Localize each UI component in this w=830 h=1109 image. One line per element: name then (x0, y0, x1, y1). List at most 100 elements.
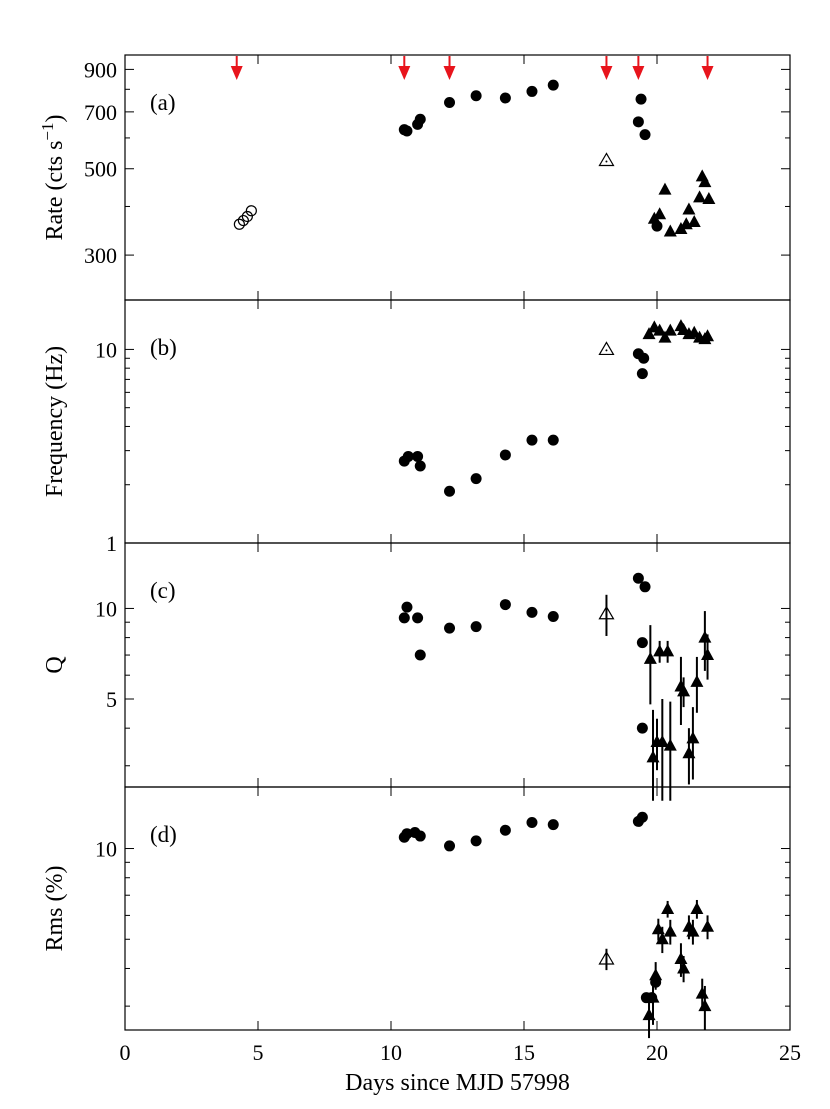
series-filled-circle (398, 79, 663, 232)
x-tick-label: 15 (513, 1040, 535, 1065)
data-point-circle (444, 96, 456, 108)
data-point-triangle (642, 327, 656, 340)
data-point-circle (526, 816, 538, 828)
series-open-triangle (598, 341, 615, 356)
data-point-triangle (655, 734, 669, 747)
x-tick-label: 10 (380, 1040, 402, 1065)
panel-label: (b) (150, 335, 177, 360)
data-point-open-triangle (598, 950, 615, 965)
data-point-circle (499, 599, 511, 611)
data-point-triangle (646, 990, 660, 1003)
arrow-head (443, 66, 456, 80)
data-point-triangle (695, 986, 709, 999)
data-point-circle (547, 79, 559, 91)
series-open-triangle (598, 152, 615, 167)
series-filled-triangle (647, 169, 716, 237)
series-filled-circle (398, 348, 650, 497)
data-point-triangle (690, 674, 704, 687)
data-point-triangle (677, 961, 691, 974)
data-point-circle (547, 611, 559, 623)
open-triangle-center (605, 613, 608, 616)
data-point-triangle (701, 648, 715, 661)
data-point-circle (636, 722, 648, 734)
data-point-circle (398, 612, 410, 624)
data-point-triangle (643, 651, 657, 664)
data-point-triangle (663, 224, 677, 237)
data-point-circle (414, 113, 426, 125)
panel-frame (124, 54, 791, 301)
data-point-triangle (686, 924, 700, 937)
data-point-circle (414, 649, 426, 661)
data-point-circle (470, 473, 482, 485)
data-point-triangle (677, 684, 691, 697)
data-point-triangle (658, 330, 672, 343)
data-point-triangle (687, 214, 701, 227)
data-point-circle (547, 819, 559, 831)
series-filled-triangle (643, 611, 715, 801)
data-point-triangle (661, 644, 675, 657)
panel-label: (d) (150, 822, 177, 847)
data-point-triangle (663, 738, 677, 751)
series-open-triangle (598, 594, 615, 636)
data-point-circle (636, 811, 648, 823)
y-tick-label: 900 (84, 57, 117, 82)
y-tick-label: 700 (84, 100, 117, 125)
series-filled-triangle (642, 319, 715, 345)
data-point-circle (526, 434, 538, 446)
data-point-circle (632, 572, 644, 584)
y-tick-label: 10 (95, 596, 117, 621)
data-point-circle (636, 637, 648, 649)
arrow-head (701, 66, 714, 80)
series-filled-circle (398, 572, 651, 734)
data-point-circle (444, 485, 456, 497)
y-tick-label: 300 (84, 243, 117, 268)
data-point-circle (470, 835, 482, 847)
data-point-triangle (649, 968, 663, 981)
arrow-head (632, 66, 645, 80)
data-point-circle (414, 830, 426, 842)
data-point-triangle (693, 190, 707, 203)
data-point-circle (402, 450, 414, 462)
data-point-circle (635, 93, 647, 105)
arrow-head (600, 66, 613, 80)
data-point-circle (401, 125, 413, 137)
data-point-triangle (653, 323, 667, 336)
panel-c: 5 10 (c) Q (42, 542, 791, 801)
data-point-triangle (698, 175, 712, 188)
data-point-open-triangle (598, 605, 615, 620)
y-axis-title: Frequency (Hz) (42, 346, 68, 497)
data-point-open-circle (245, 205, 257, 217)
data-point-triangle (655, 932, 669, 945)
data-point-circle (639, 581, 651, 593)
y-axis-title: Rms (%) (42, 866, 68, 952)
x-tick-label: 25 (779, 1040, 801, 1065)
x-tick-label: 20 (646, 1040, 668, 1065)
data-point-triangle (686, 731, 700, 744)
data-point-circle (526, 606, 538, 618)
data-point-triangle (701, 919, 715, 932)
data-point-open-triangle (598, 152, 615, 167)
series-open-circle (233, 205, 257, 230)
data-point-circle (632, 116, 644, 128)
data-point-circle (499, 92, 511, 104)
data-point-circle (444, 622, 456, 634)
data-point-circle (499, 824, 511, 836)
x-tick-label: 5 (253, 1040, 264, 1065)
x-tick-label: 0 (120, 1040, 131, 1065)
y-tick-label: 10 (95, 337, 117, 362)
data-point-triangle (663, 924, 677, 937)
data-point-open-circle (233, 218, 245, 230)
data-point-circle (412, 612, 424, 624)
panel-label: (c) (150, 578, 176, 603)
data-point-triangle (698, 999, 712, 1012)
y-axis-title: Rate (cts s−1) (38, 114, 69, 240)
open-triangle-center (605, 160, 608, 163)
x-axis-title: Days since MJD 57998 (345, 1070, 570, 1096)
data-point-circle (639, 129, 651, 141)
y-axis-title: Q (42, 656, 68, 673)
arrow-markers (230, 56, 714, 80)
panel-frame (124, 786, 791, 1031)
y-tick-label: 5 (106, 687, 117, 712)
y-tick-label: 500 (84, 157, 117, 182)
